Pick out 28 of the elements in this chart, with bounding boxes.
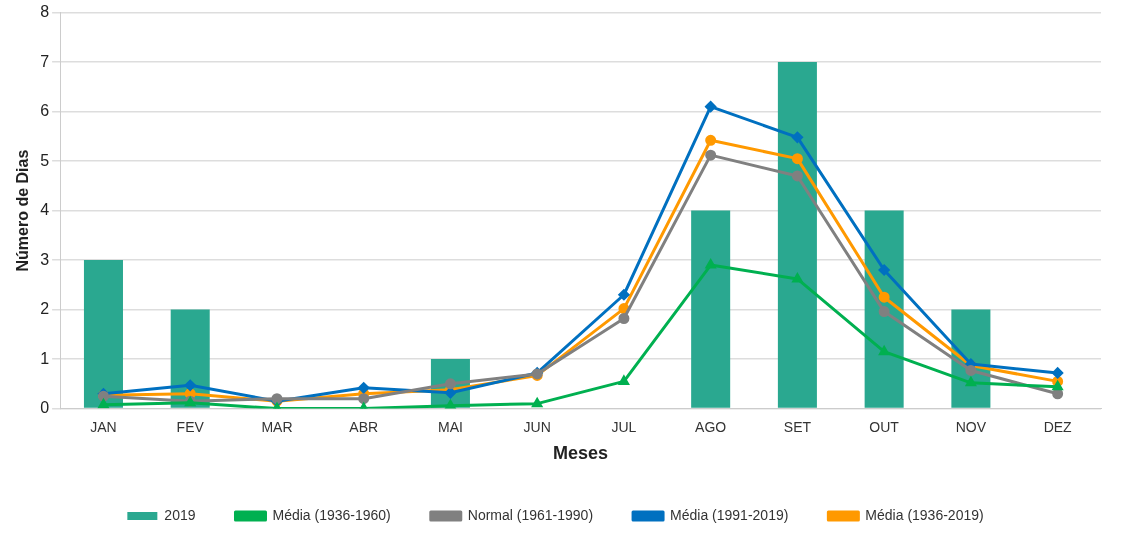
x-tick-label: ABR — [349, 418, 379, 435]
y-tick-label: 1 — [40, 349, 50, 367]
x-tick-label: OUT — [869, 418, 900, 435]
y-tick-label: 3 — [40, 250, 50, 268]
x-axis-title: Meses — [553, 443, 609, 464]
x-tick-label: SET — [783, 418, 812, 435]
x-tick-label: MAR — [261, 418, 293, 435]
x-tick-label: MAI — [437, 418, 463, 435]
legend-label: Normal (1961-1990) — [467, 506, 594, 523]
y-tick-label: 0 — [40, 399, 50, 417]
y-tick-label: 8 — [40, 3, 50, 21]
legend-label: 2019 — [164, 506, 196, 523]
legend-label: Média (1936-1960) — [272, 506, 391, 523]
legend-label: Média (1936-2019) — [865, 506, 984, 523]
y-tick-label: 7 — [40, 52, 50, 70]
x-tick-label: JUN — [523, 418, 551, 435]
x-tick-label: JAN — [90, 418, 117, 435]
x-tick-label: AGO — [695, 418, 727, 435]
y-tick-label: 4 — [40, 201, 50, 219]
x-tick-label: DEZ — [1043, 418, 1073, 435]
x-tick-label: NOV — [955, 418, 987, 435]
y-tick-label: 5 — [40, 151, 50, 169]
x-tick-label: JUL — [611, 418, 637, 435]
y-tick-label: 2 — [40, 300, 50, 318]
y-tick-label: 6 — [40, 102, 50, 120]
y-axis-title: Número de Dias — [14, 149, 32, 272]
x-tick-label: FEV — [176, 418, 205, 435]
legend-label: Média (1991-2019) — [670, 506, 789, 523]
